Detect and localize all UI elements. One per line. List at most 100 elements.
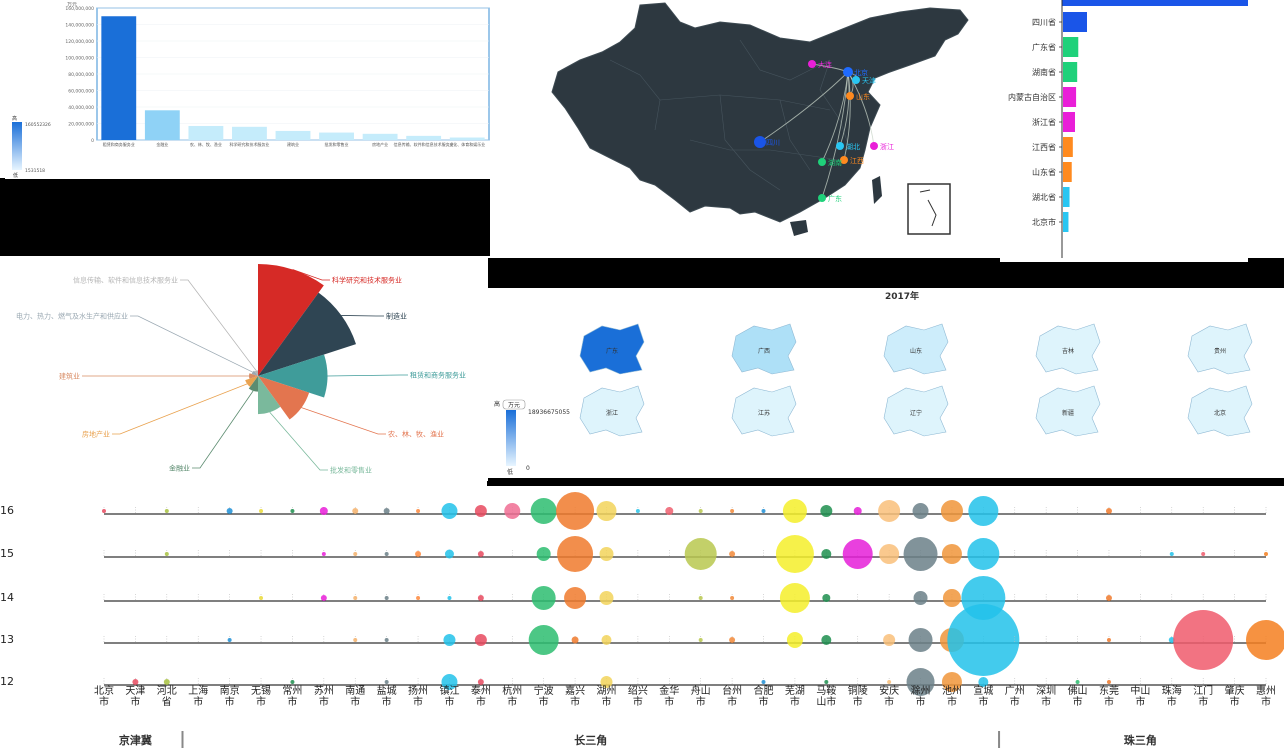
- bubble-mark: [384, 638, 389, 642]
- bar-y-tick-label: 140,000,000: [65, 22, 94, 28]
- bubble-city-label-line: 市: [350, 695, 360, 708]
- bubble-city-label-line: 市: [853, 695, 863, 708]
- rose-slice: [251, 370, 258, 376]
- rose-slice: [249, 373, 258, 379]
- rose-label: 租赁和商务服务业: [410, 371, 466, 380]
- bubble-city-label-line: 河北: [157, 685, 177, 697]
- bubble-city-label-line: 广州: [1005, 685, 1025, 697]
- bubble-mark: [556, 492, 595, 530]
- city-label: 山东: [856, 92, 870, 101]
- bubble-city-label-line: 市: [319, 695, 329, 708]
- bubble-mark: [416, 509, 421, 513]
- migration-map-panel: 大连 北京 天津 山东 四川 湖北 浙江 江西 湖南 广东: [490, 0, 1000, 258]
- bubble-city-label-line: 惠州: [1256, 684, 1276, 697]
- city-label: 浙江: [880, 142, 894, 151]
- bubble-mark: [601, 635, 612, 645]
- city-point: [836, 142, 844, 150]
- bubble-city-label-line: 滁州: [911, 684, 931, 697]
- bubble-city-label-line: 江门: [1193, 684, 1213, 697]
- bubble-city-label-line: 市: [130, 695, 140, 708]
- city-label: 大连: [818, 60, 832, 69]
- province-shape: [731, 385, 797, 437]
- bubble-mark: [878, 500, 901, 522]
- taiwan-shape: [872, 176, 882, 204]
- rank-bar: [1063, 62, 1078, 82]
- bubble-mark: [1105, 508, 1112, 514]
- bubble-city-label-line: 天津: [125, 685, 145, 697]
- bubble-mark: [941, 544, 962, 564]
- bubble-city-label-line: 肇庆: [1225, 684, 1245, 697]
- province-vm-unit-box: [502, 399, 526, 410]
- bubble-city-label: 池州市: [942, 684, 962, 708]
- bubble-mark: [879, 544, 900, 564]
- bubble-city-label: 中山市: [1130, 684, 1150, 708]
- bubble-mark: [415, 551, 422, 557]
- bubble-city-label: 无锡市: [251, 684, 271, 708]
- bubble-city-label-line: 市: [664, 695, 674, 708]
- bubble-mark: [684, 538, 717, 570]
- bubble-mark: [906, 668, 935, 696]
- bar-x-tick-label: 文化、体育和娱乐业: [449, 141, 485, 147]
- bubble-city-label: 东莞市: [1099, 684, 1119, 708]
- bubble-city-label-line: 南通: [345, 684, 365, 697]
- bubble-city-label-line: 中山: [1130, 684, 1150, 697]
- bubble-mark: [761, 509, 766, 513]
- bar-y-tick-label: 120,000,000: [65, 39, 94, 45]
- rank-label: 湖北省: [1032, 192, 1056, 202]
- bubble-mark: [477, 595, 484, 601]
- province-shape: [731, 323, 797, 375]
- black-strip-bottom: [487, 478, 1284, 486]
- bubble-mark: [528, 625, 559, 655]
- bubble-mark: [665, 507, 674, 515]
- bubble-city-label-line: 泰州: [471, 684, 491, 697]
- bubble-mark: [698, 596, 703, 600]
- bubble-city-label-line: 市: [539, 695, 549, 708]
- bubble-city-label-line: 马鞍: [816, 684, 836, 697]
- bubble-city-label-line: 湖州: [596, 685, 616, 697]
- province-label: 山东: [910, 347, 922, 355]
- bubble-mark: [782, 499, 807, 523]
- province-vm-high: 高: [494, 400, 500, 408]
- city-label: 四川: [766, 139, 780, 147]
- rose-label: 建筑业: [59, 372, 80, 381]
- province-rank-panel: 四川省 广东省 湖南省 内蒙古自治区 浙江省 江西省 山东省 湖北省 北京市: [1000, 0, 1248, 262]
- bubble-mark: [635, 509, 640, 513]
- bubble-row-label: 14: [0, 591, 14, 604]
- rank-label: 山东省: [1032, 167, 1056, 177]
- province-visual-map: 高 万元 18936675055 0 低: [494, 399, 570, 476]
- city-bubble-panel: 16 15 14 13 12 北京市 天津市 河北省 上海市 南京市 无锡市 常州市 苏州市 南通市 盐城市…: [0, 486, 1284, 751]
- city-point: [840, 156, 848, 164]
- bubble-mark: [947, 604, 1020, 676]
- bubble-city-label: 绍兴市: [628, 684, 648, 708]
- city-label: 北京: [854, 68, 868, 77]
- rank-label: 四川省: [1032, 17, 1056, 27]
- bubble-mark: [353, 638, 358, 642]
- province-map-title: 2017年: [885, 290, 919, 302]
- bubble-mark: [942, 589, 961, 607]
- bubble-mark: [1106, 680, 1111, 684]
- bubble-city-label-line: 铜陵: [848, 685, 868, 697]
- bar-vm-high: 高: [12, 115, 17, 122]
- bubble-city-label-line: 市: [633, 695, 643, 708]
- bubble-mark: [821, 549, 832, 559]
- bubble-city-label-line: 绍兴: [628, 684, 648, 697]
- city-label: 湖南: [828, 158, 842, 167]
- bubble-city-label: 肇庆市: [1225, 684, 1245, 708]
- bubble-mark: [824, 680, 829, 684]
- province-shape: [579, 323, 645, 375]
- bubble-city-label-line: 市: [727, 695, 737, 708]
- bubble-city-label-line: 市: [916, 695, 926, 708]
- bubble-mark: [883, 634, 896, 646]
- bubble-mark: [444, 549, 454, 559]
- bubble-mark: [1075, 680, 1080, 684]
- bubble-city-label-line: 佛山: [1068, 684, 1088, 697]
- bubble-city-label: 上海市: [188, 684, 208, 708]
- province-label: 贵州: [1214, 347, 1226, 355]
- bar-x-tick-label: 批发和零售业: [325, 141, 349, 147]
- bubble-city-label-line: 山市: [816, 695, 836, 708]
- bubble-mark: [259, 596, 264, 600]
- rank-bar: [1063, 212, 1069, 232]
- bubble-mark: [163, 679, 170, 685]
- city-point: [870, 142, 878, 150]
